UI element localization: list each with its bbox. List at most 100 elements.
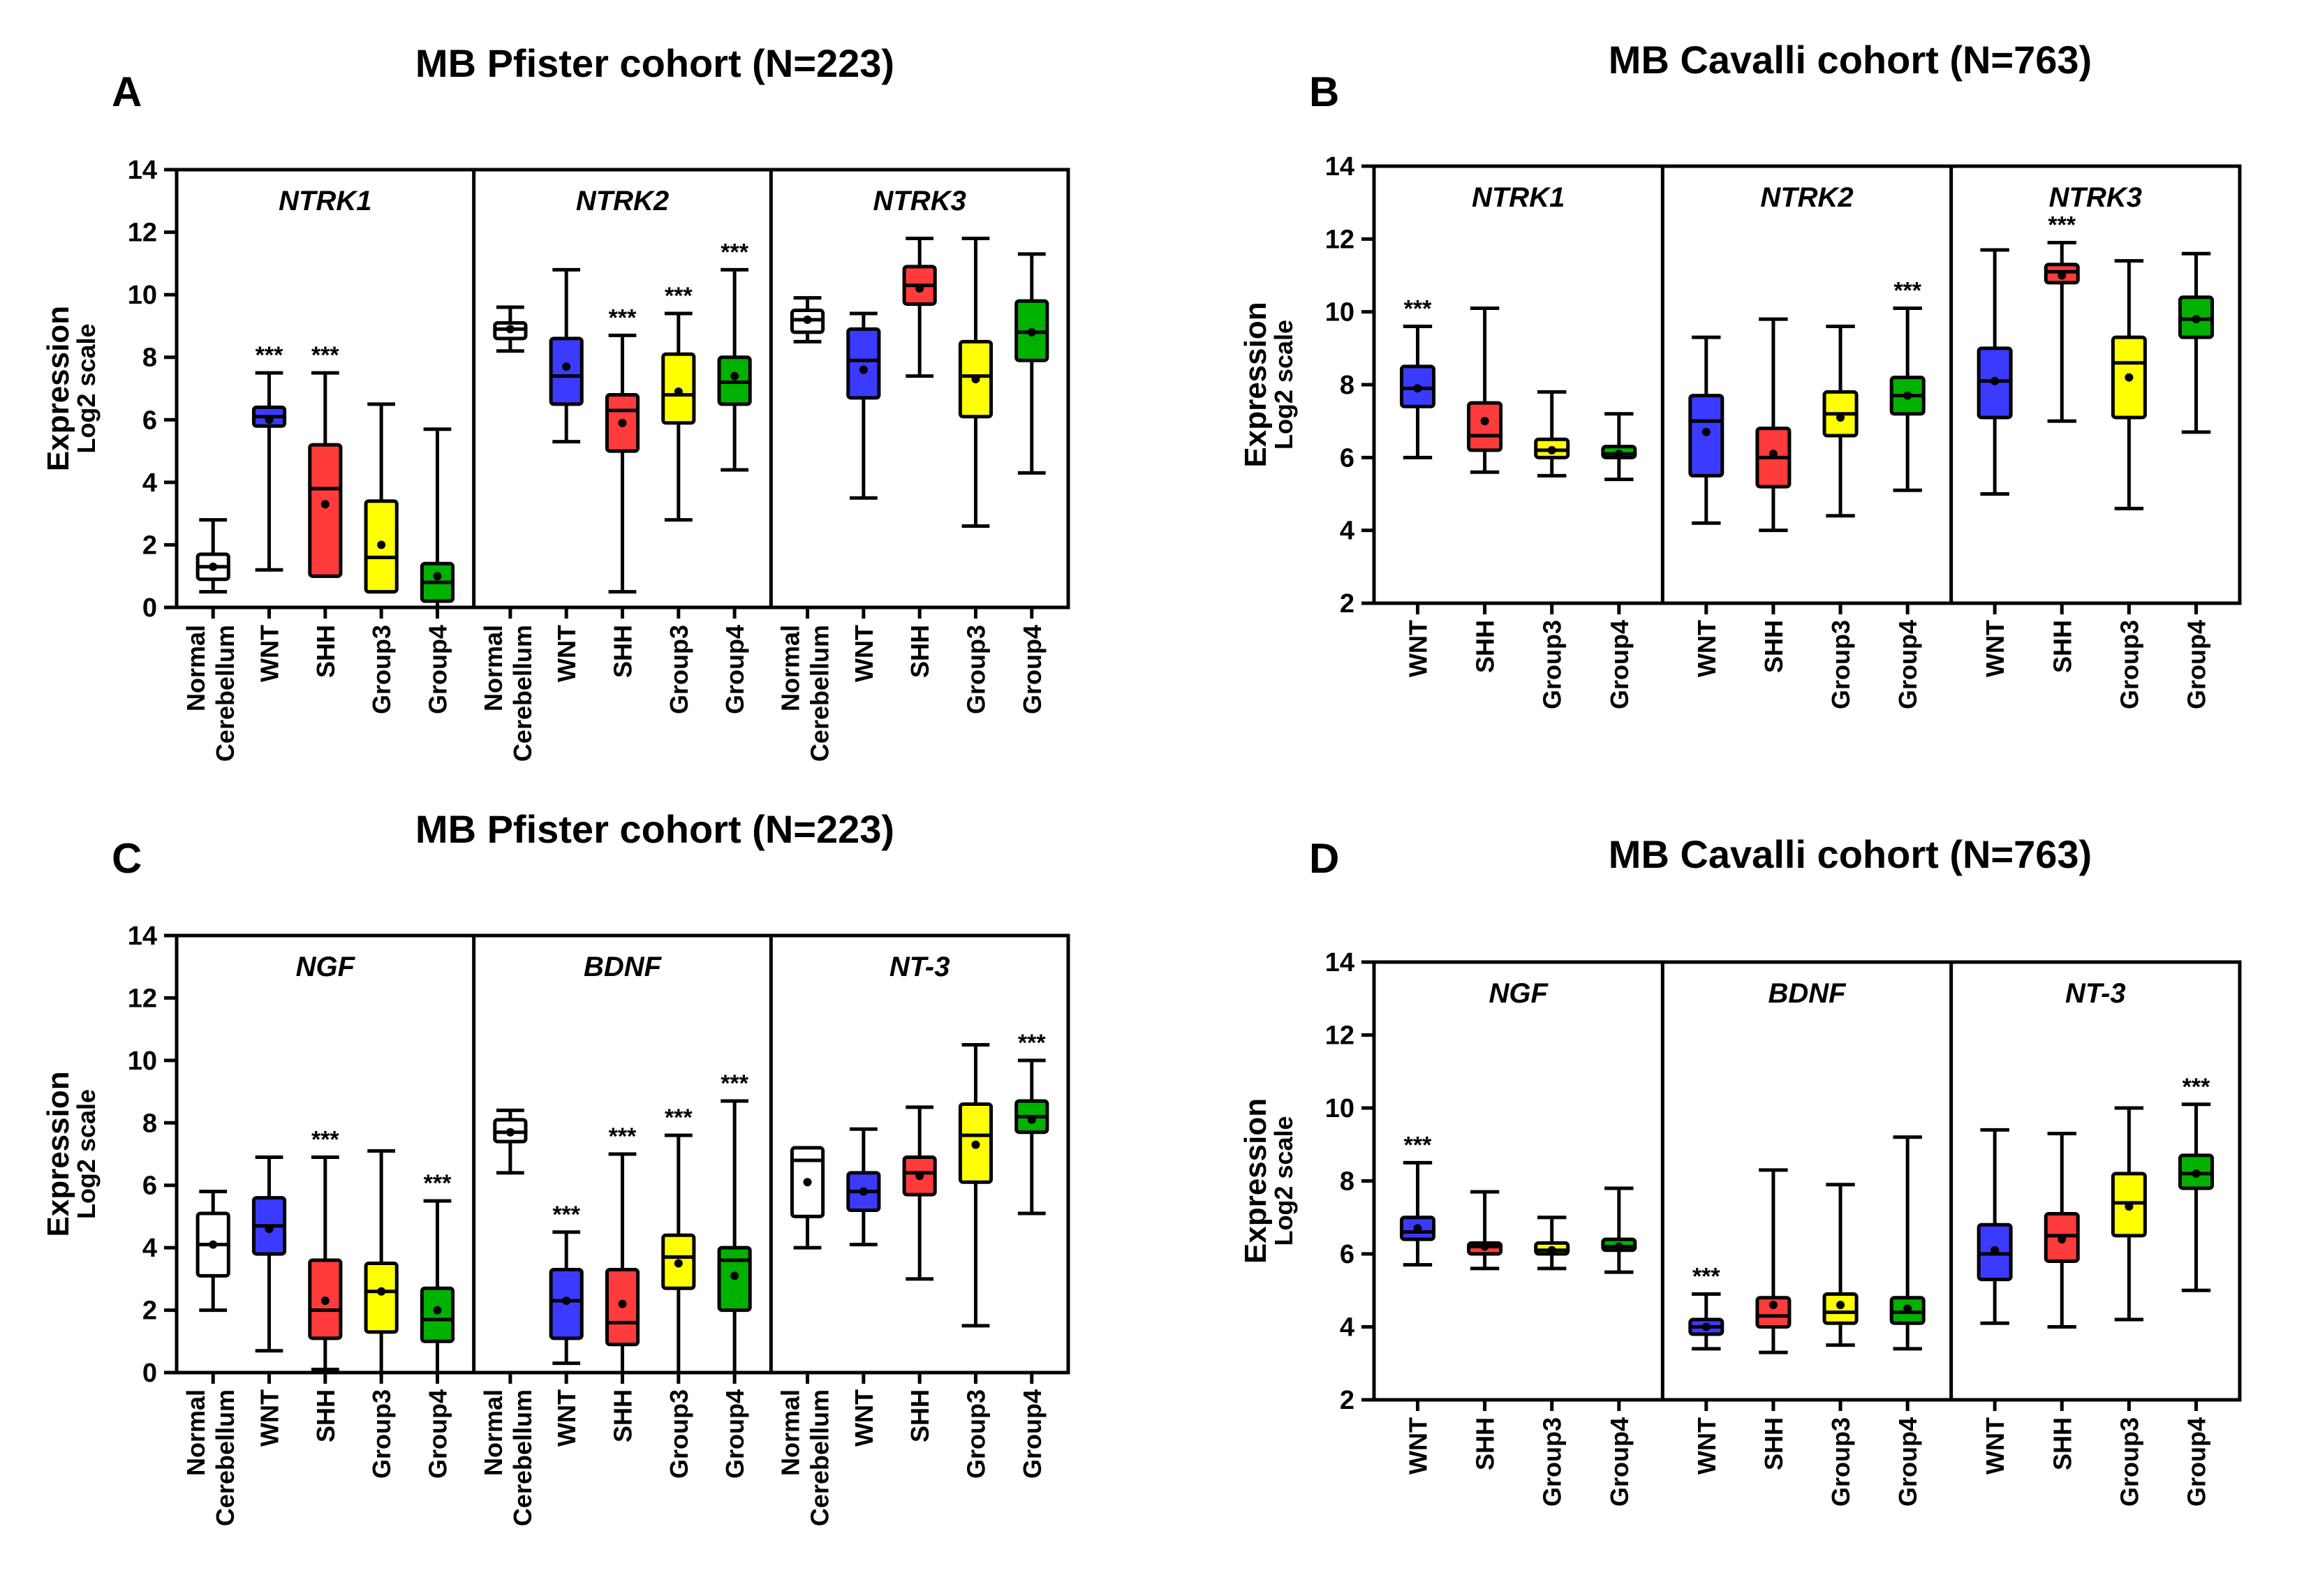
mean-dot [562,1296,571,1306]
category-label: Group4 [423,625,452,714]
box-wnt: *** WNT [1688,1263,1724,1475]
gene-label: NTRK1 [1472,182,1565,213]
y-tick-label: 8 [1340,371,1354,400]
category-label: Group4 [423,1389,452,1479]
box-shh: *** SHH [2044,212,2080,673]
mean-dot [859,365,868,374]
y-tick-label: 4 [142,468,157,498]
mean-dot [1614,1242,1623,1251]
significance-marker: *** [311,342,339,369]
box-normal-cerebellum: Normal Cerebellum [479,305,537,762]
panel-letter: A [112,68,142,115]
y-tick-label: 4 [1340,1313,1354,1343]
significance-marker: *** [609,304,637,331]
significance-marker: *** [1404,296,1432,323]
y-tick-label: 14 [1325,948,1354,977]
mean-dot [320,500,330,509]
box-shh: SHH [902,237,937,678]
box-iqr [364,1262,399,1334]
box-group3: Group3 [1534,1216,1570,1507]
mean-dot [1991,1246,2000,1255]
category-label: SHH [609,1389,637,1442]
mean-dot [803,315,812,324]
y-axis-sublabel: Log2 scale [72,323,101,453]
category-label: Cerebellum [508,1389,537,1526]
box-shh: *** SHH [605,1123,640,1442]
category-label: Group3 [961,625,990,714]
box-shh: SHH [1755,1168,1792,1470]
box-normal-cerebellum: Normal Cerebellum [776,1146,834,1526]
mean-dot [1027,1115,1036,1124]
mean-dot [2192,1169,2201,1178]
category-label: WNT [1403,620,1432,677]
box-normal-cerebellum: Normal Cerebellum [182,518,239,762]
category-label: WNT [552,625,581,682]
y-axis-sublabel: Log2 scale [1269,1116,1298,1246]
significance-marker: *** [609,1123,637,1150]
box-iqr [549,337,584,406]
mean-dot [1903,391,1912,400]
category-label: WNT [1981,1417,2009,1475]
box-wnt: *** WNT [1399,1132,1435,1475]
panel-d: D MB Cavalli cohort (N=763) ExpressionLog2… [1239,832,2242,1507]
panel-title: MB Cavalli cohort (N=763) [1609,832,2092,876]
mean-dot [433,572,442,581]
y-tick-label: 2 [142,1296,157,1326]
y-axis-label: Expression [1239,302,1273,467]
mean-dot [1027,327,1036,337]
box-group3: Group3 [1822,1183,1859,1507]
y-tick-label: 14 [1325,152,1354,182]
panel-letter: C [112,835,142,882]
gene-label: BDNF [584,952,663,982]
mean-dot [971,375,980,384]
box-group3: *** Group3 [661,283,696,714]
category-label: WNT [256,625,284,682]
box-group4: *** Group4 [420,1170,455,1479]
box-group4: Group4 [2178,251,2215,709]
box-normal-cerebellum: Normal Cerebellum [182,1190,239,1526]
gene-label: NGF [1489,978,1549,1009]
box-normal-cerebellum: Normal Cerebellum [776,296,834,762]
box-group4: Group4 [420,427,455,714]
category-label: Group4 [1018,1389,1047,1479]
mean-dot [209,1240,218,1249]
mean-dot [562,362,571,371]
box-group3: Group3 [1822,325,1859,709]
y-axis-label: Expression [1239,1098,1273,1264]
mean-dot [1836,1301,1845,1310]
category-label: Cerebellum [508,625,537,762]
significance-marker: *** [721,1070,748,1097]
category-label: Normal [776,1389,805,1476]
box-normal-cerebellum: Normal Cerebellum [479,1108,537,1526]
box-wnt: WNT [1977,1128,2013,1475]
category-label: SHH [311,1389,340,1442]
category-label: Normal [479,1389,508,1476]
mean-dot [1547,1246,1556,1255]
mean-dot [209,562,218,571]
y-tick-label: 12 [1325,1021,1354,1051]
category-label: Normal [182,1389,210,1476]
box-group4: Group4 [1601,412,1637,709]
mean-dot [2058,1235,2067,1244]
box-iqr [420,1286,455,1343]
mean-dot [859,1187,868,1196]
significance-marker: *** [311,1126,339,1153]
gene-label: NTRK1 [279,186,371,216]
category-label: Group3 [1826,620,1855,709]
panel-title: MB Pfister cohort (N=223) [415,807,894,851]
y-tick-label: 12 [1325,225,1354,254]
panel-letter: B [1309,68,1339,115]
y-axis-label: Expression [41,1071,75,1236]
significance-marker: *** [1692,1263,1720,1290]
box-group4: *** Group4 [1889,277,1926,709]
category-label: Group3 [367,1389,396,1479]
box-shh: *** SHH [605,304,640,678]
mean-dot [803,1178,812,1187]
box-group4: Group4 [1601,1186,1637,1507]
mean-dot [433,1306,442,1315]
y-tick-label: 2 [1340,589,1354,619]
significance-marker: *** [1893,277,1921,304]
y-tick-label: 10 [128,281,157,310]
panel-title: MB Cavalli cohort (N=763) [1609,38,2092,82]
